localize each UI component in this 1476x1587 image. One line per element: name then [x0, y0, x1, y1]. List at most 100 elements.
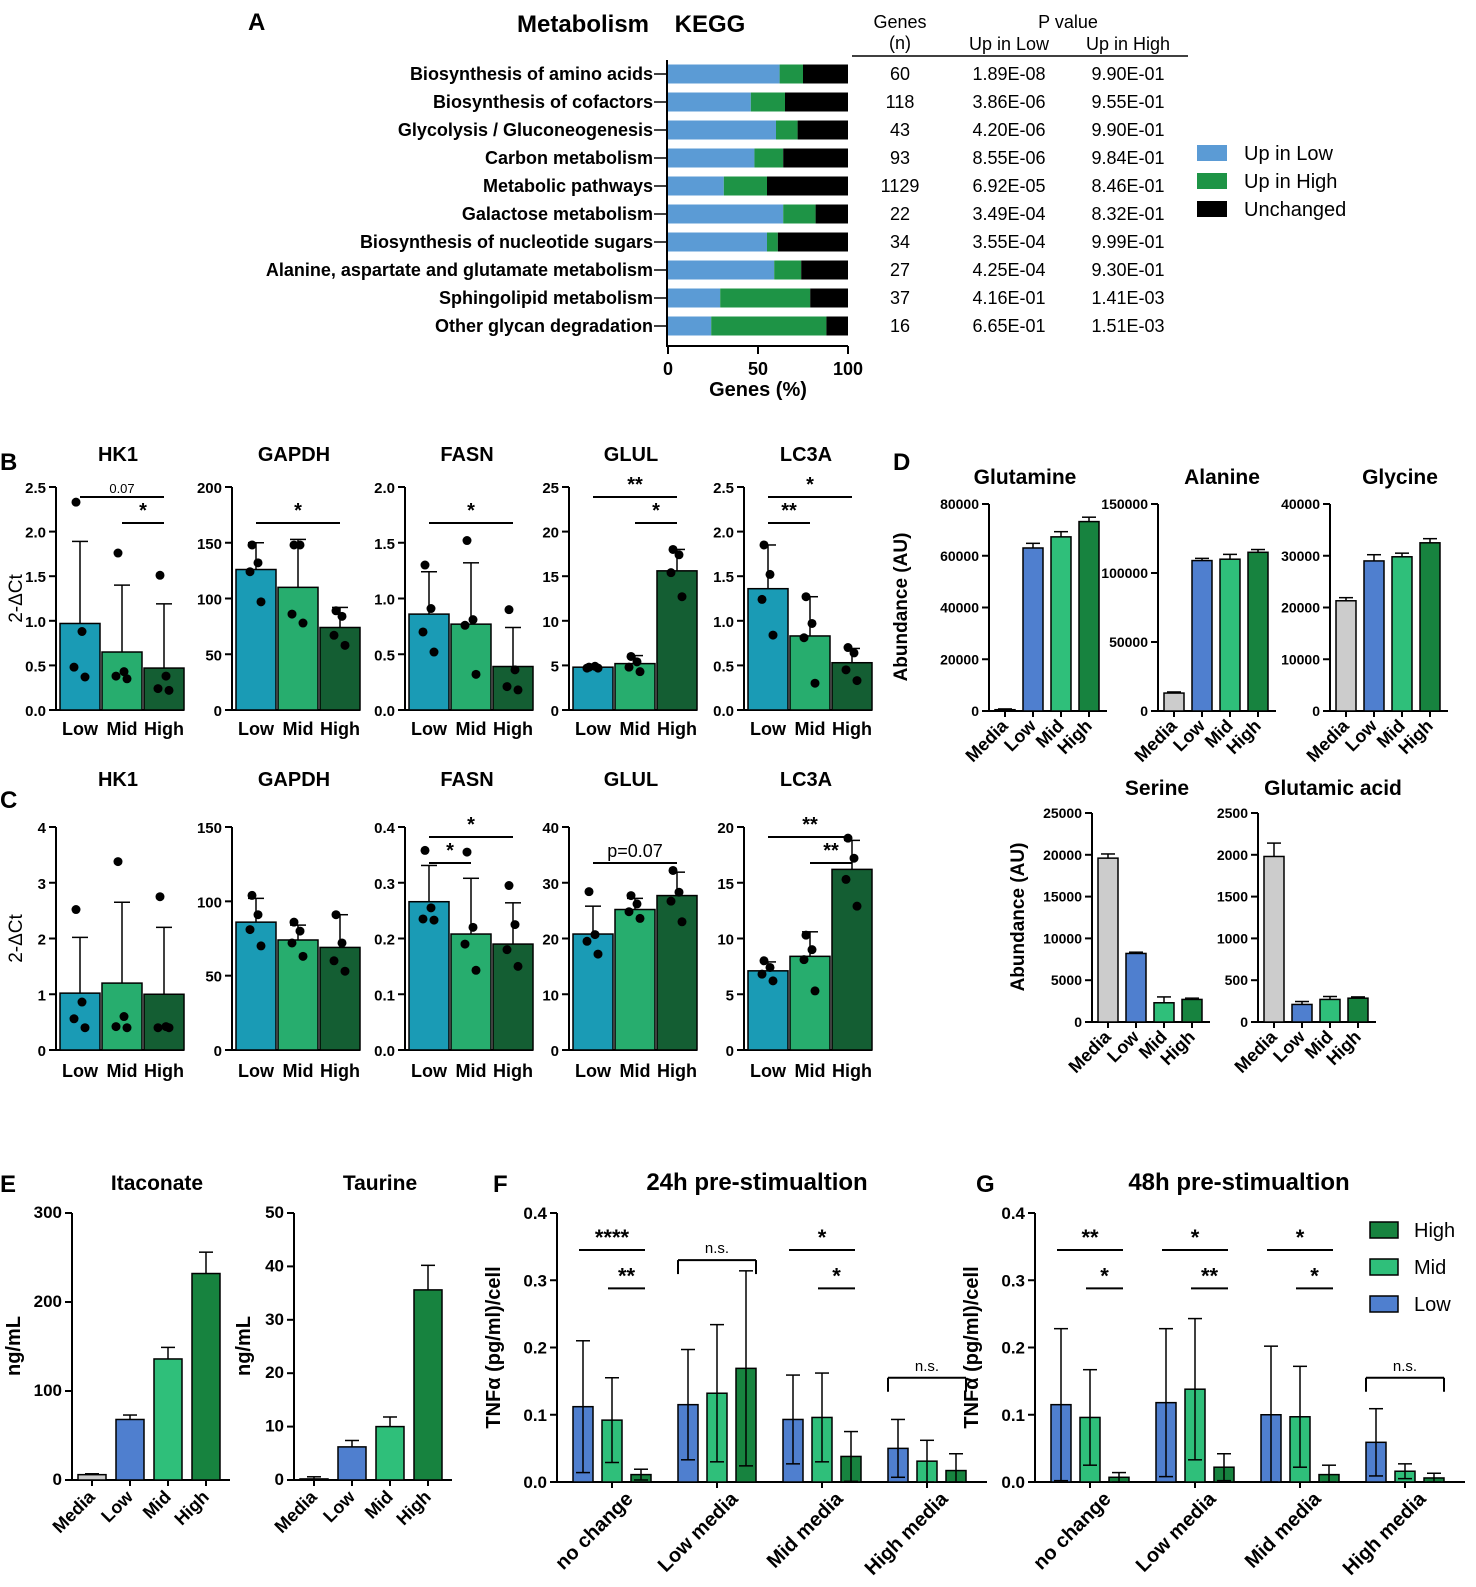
data-point	[674, 550, 684, 560]
data-point	[513, 685, 523, 695]
legend-label: High	[1414, 1220, 1455, 1242]
data-point	[256, 941, 266, 951]
y-tick-label: 25	[542, 480, 559, 497]
bar-mid	[614, 662, 656, 711]
panel-g-tnf-48h: 48h pre-stimualtion 0.0 0.1 0.2 0.3 0.4 TNFα (…	[961, 1169, 1465, 1580]
bar-high	[831, 868, 873, 1051]
x-tick-label: Mid	[795, 1061, 826, 1081]
data-point	[337, 611, 347, 621]
y-tick-label: 0.0	[523, 1473, 547, 1492]
bar-low	[572, 666, 614, 711]
bar-low	[747, 587, 789, 711]
data-point	[468, 922, 478, 932]
y-tick-label: 0.0	[713, 703, 734, 720]
bar-segment-unchanged	[815, 204, 848, 224]
data-point	[153, 1023, 163, 1033]
subplot-title: Glutamic acid	[1264, 777, 1402, 800]
bar-segment-up-in-low	[668, 260, 775, 280]
bar	[994, 708, 1016, 712]
x-tick-label: High	[320, 719, 360, 739]
data-point	[420, 560, 430, 570]
data-point	[626, 891, 636, 901]
y-tick-label: 2000	[1217, 847, 1248, 863]
p-value-up-in-high: 9.90E-01	[1091, 64, 1164, 84]
p-value-up-in-high: 9.55E-01	[1091, 92, 1164, 112]
subplot-title: GAPDH	[258, 444, 330, 466]
subplot-title: FASN	[440, 444, 493, 466]
y-axis-title: Abundance (AU)	[891, 533, 912, 682]
y-tick-label: 0	[551, 703, 559, 720]
data-point	[843, 643, 853, 653]
x-tick-label: Mid	[456, 719, 487, 739]
bar-mid	[789, 635, 831, 711]
data-point	[287, 609, 297, 619]
bar	[1153, 1002, 1175, 1023]
data-point	[674, 887, 684, 897]
subplot-title: LC3A	[780, 444, 832, 466]
data-point	[677, 592, 687, 602]
x-tick-label: Low	[575, 719, 612, 739]
data-point	[810, 986, 820, 996]
data-point	[801, 930, 811, 940]
bar-low	[747, 970, 789, 1051]
category-label: Other glycan degradation	[435, 316, 653, 336]
bar	[1419, 542, 1441, 712]
bar	[1191, 559, 1213, 712]
y-tick-label: 0.4	[1001, 1204, 1025, 1223]
y-tick-label: 0	[1074, 1014, 1082, 1030]
x-tick-label: High	[493, 1061, 533, 1081]
x-axis-title: Genes (%)	[709, 379, 807, 401]
subplot-title: Itaconate	[111, 1172, 203, 1195]
y-tick-label: 0	[214, 1043, 222, 1060]
y-tick-label: 50000	[1109, 634, 1148, 650]
subplot-fasn: FASN 0.0 0.5 1.0 1.5 2.0 Low Mid High *	[374, 444, 534, 739]
data-point	[418, 914, 428, 924]
y-tick-label: 0.3	[1001, 1271, 1025, 1290]
subplot-title: HK1	[98, 444, 138, 466]
y-tick-label: 0	[275, 1470, 284, 1489]
y-tick-label: 10	[265, 1417, 284, 1436]
data-point	[113, 857, 123, 867]
data-point	[510, 920, 520, 930]
data-point	[843, 833, 853, 843]
p-value-up-in-high: 9.84E-01	[1091, 148, 1164, 168]
bar-segment-up-in-low	[668, 204, 784, 224]
bar-segment-up-in-high	[750, 92, 785, 112]
bar-low	[59, 622, 101, 711]
data-point	[298, 618, 308, 628]
data-point	[510, 665, 520, 675]
data-point	[161, 671, 171, 681]
data-point	[468, 615, 478, 625]
data-point	[590, 930, 600, 940]
p-value-up-in-high: 9.99E-01	[1091, 232, 1164, 252]
y-tick-label: 200	[197, 480, 222, 497]
legend-label: Up in Low	[1244, 143, 1333, 165]
category-label: Sphingolipid metabolism	[439, 288, 653, 308]
significance-label: *	[1296, 1225, 1305, 1250]
y-tick-label: 60000	[940, 548, 979, 564]
bar-mid	[101, 651, 143, 711]
y-tick-label: 2.5	[25, 480, 46, 497]
data-point	[295, 540, 305, 550]
x-tick-label: High	[144, 719, 184, 739]
data-point	[757, 594, 767, 604]
data-point	[164, 1023, 174, 1033]
data-point	[337, 938, 347, 948]
data-point	[247, 890, 257, 900]
subplot-lc3a: LC3A 0 5 10 15 20 Low Mid High ****	[717, 769, 873, 1081]
data-point	[799, 633, 809, 643]
y-tick-label: 2	[38, 932, 46, 949]
x-tick-label: Mid	[283, 1061, 314, 1081]
significance-label: *	[139, 500, 147, 522]
significance-label: **	[802, 814, 818, 836]
x-tick-label: Low	[238, 719, 275, 739]
data-point	[799, 955, 809, 965]
bar-segment-up-in-high	[779, 64, 803, 84]
bar-low	[572, 933, 614, 1051]
panel-letter-e: E	[0, 1171, 16, 1198]
bar-segment-up-in-high	[720, 288, 811, 308]
data-point	[768, 976, 778, 986]
data-point	[77, 997, 87, 1007]
